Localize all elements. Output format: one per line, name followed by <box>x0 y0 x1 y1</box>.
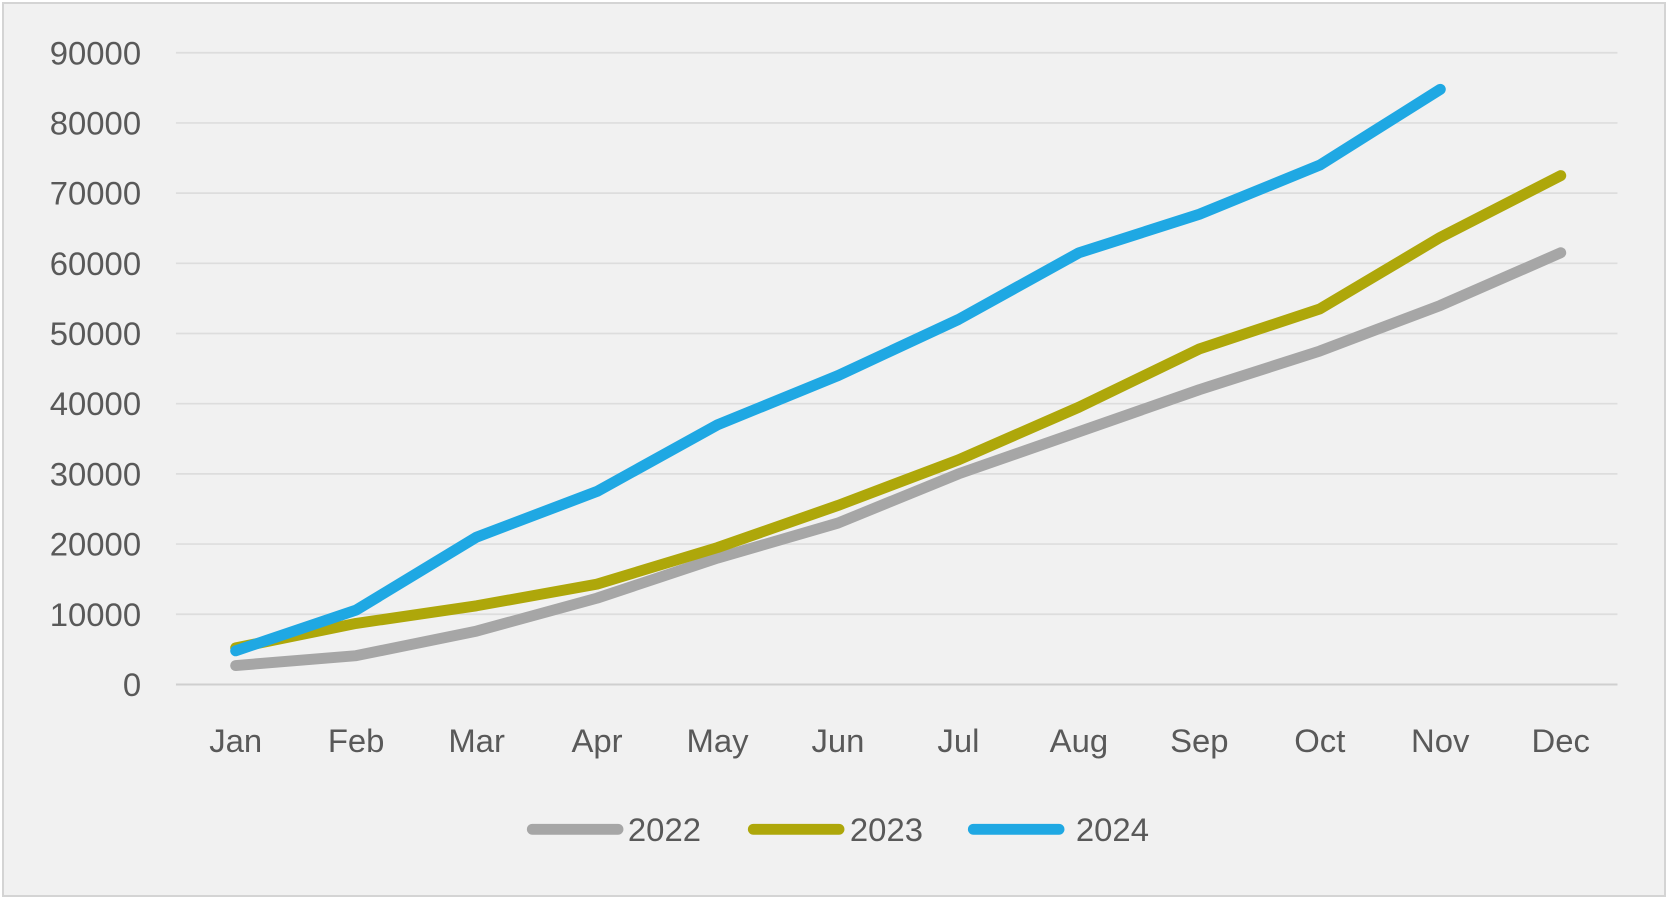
series-line-2024[interactable] <box>230 83 1446 657</box>
x-axis-label: Aug <box>1050 722 1108 759</box>
series-line-2022[interactable] <box>230 247 1567 672</box>
x-axis-label: Jul <box>937 722 979 759</box>
y-axis-tick-label: 10000 <box>50 596 141 633</box>
legend-label-2023[interactable]: 2023 <box>850 811 923 848</box>
y-axis-tick-label: 60000 <box>50 245 141 282</box>
x-axis-label: May <box>686 722 749 759</box>
x-axis-label: Dec <box>1532 722 1590 759</box>
legend-label-2024[interactable]: 2024 <box>1076 811 1149 848</box>
y-axis-tick-label: 0 <box>123 666 141 703</box>
y-axis-tick-label: 80000 <box>50 104 141 141</box>
legend-label-2022[interactable]: 2022 <box>628 811 701 848</box>
y-axis-tick-label: 30000 <box>50 455 141 492</box>
y-axis-tick-label: 40000 <box>50 385 141 422</box>
y-axis-tick-label: 20000 <box>50 526 141 563</box>
y-axis-tick-label: 70000 <box>50 175 141 212</box>
y-axis-tick-label: 50000 <box>50 315 141 352</box>
x-axis-label: Sep <box>1170 722 1228 759</box>
series-line-2023[interactable] <box>230 170 1567 654</box>
y-axis-tick-label: 90000 <box>50 34 141 71</box>
x-axis-label: Jun <box>811 722 864 759</box>
x-axis-label: Feb <box>328 722 385 759</box>
x-axis-label: Jan <box>209 722 262 759</box>
chart-canvas: 0 10000 20000 30000 40000 50000 60000 70000 8000… <box>50 34 1618 848</box>
x-axis-label: Apr <box>572 722 623 759</box>
x-axis-label: Oct <box>1294 722 1345 759</box>
x-axis-label: Mar <box>448 722 505 759</box>
x-axis-label: Nov <box>1411 722 1470 759</box>
